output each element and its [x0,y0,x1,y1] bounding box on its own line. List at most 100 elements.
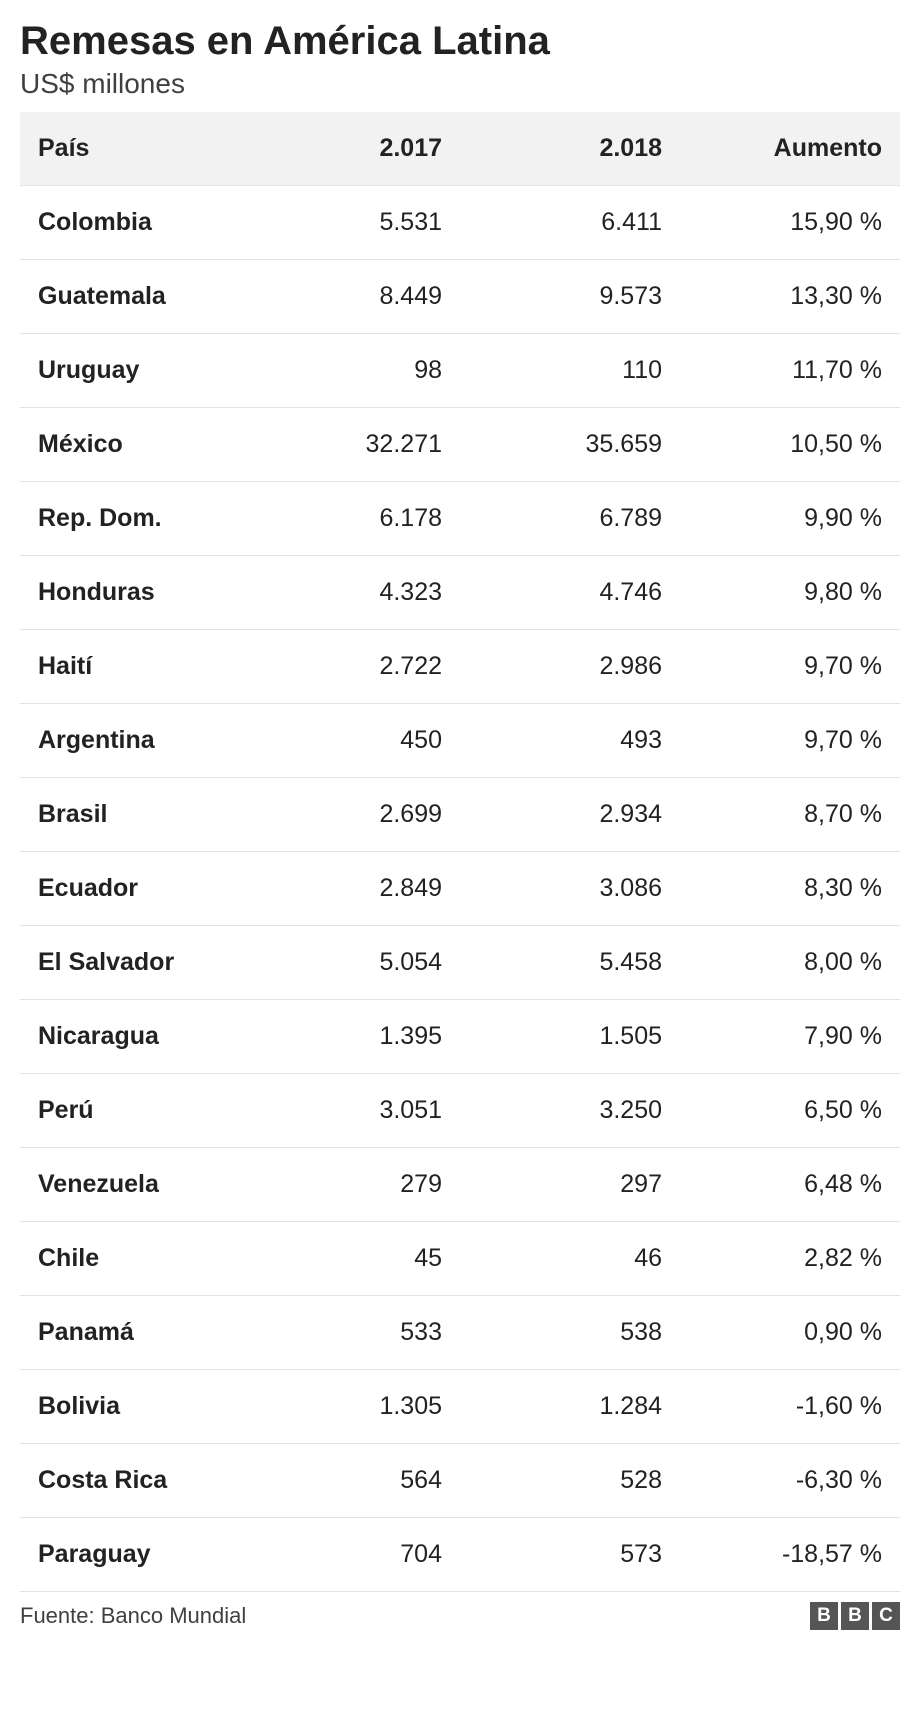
page-title: Remesas en América Latina [20,18,900,64]
table-row: Panamá5335380,90 % [20,1296,900,1370]
cell-value: 6,50 % [680,1074,900,1148]
table-row: Chile45462,82 % [20,1222,900,1296]
bbc-logo-letter: B [810,1602,838,1630]
bbc-logo-letter: C [872,1602,900,1630]
cell-value: 1.395 [240,1000,460,1074]
cell-value: 4.323 [240,556,460,630]
cell-value: 3.086 [460,852,680,926]
cell-country: Perú [20,1074,240,1148]
table-row: Nicaragua1.3951.5057,90 % [20,1000,900,1074]
bbc-logo-letter: B [841,1602,869,1630]
table-row: Argentina4504939,70 % [20,704,900,778]
col-header-country: País [20,112,240,186]
cell-value: 11,70 % [680,334,900,408]
cell-country: Rep. Dom. [20,482,240,556]
cell-country: Panamá [20,1296,240,1370]
page-subtitle: US$ millones [20,68,900,100]
cell-country: Ecuador [20,852,240,926]
cell-value: 450 [240,704,460,778]
cell-value: 6.411 [460,186,680,260]
cell-country: Bolivia [20,1370,240,1444]
col-header-2018: 2.018 [460,112,680,186]
cell-value: -6,30 % [680,1444,900,1518]
cell-value: 8,70 % [680,778,900,852]
cell-country: Chile [20,1222,240,1296]
cell-value: 0,90 % [680,1296,900,1370]
table-row: Uruguay9811011,70 % [20,334,900,408]
col-header-increase: Aumento [680,112,900,186]
cell-value: 9,70 % [680,704,900,778]
cell-value: 15,90 % [680,186,900,260]
cell-country: Costa Rica [20,1444,240,1518]
cell-value: 9,90 % [680,482,900,556]
cell-value: -18,57 % [680,1518,900,1592]
cell-value: 110 [460,334,680,408]
cell-value: 564 [240,1444,460,1518]
cell-value: 2.699 [240,778,460,852]
cell-value: 2.986 [460,630,680,704]
cell-value: 573 [460,1518,680,1592]
cell-country: México [20,408,240,482]
cell-value: 3.250 [460,1074,680,1148]
cell-value: 32.271 [240,408,460,482]
cell-value: 8.449 [240,260,460,334]
cell-value: 3.051 [240,1074,460,1148]
cell-country: Uruguay [20,334,240,408]
cell-value: 4.746 [460,556,680,630]
table-row: Guatemala8.4499.57313,30 % [20,260,900,334]
cell-value: 13,30 % [680,260,900,334]
table-row: Brasil2.6992.9348,70 % [20,778,900,852]
cell-value: 2,82 % [680,1222,900,1296]
table-row: Venezuela2792976,48 % [20,1148,900,1222]
remittances-table: País 2.017 2.018 Aumento Colombia5.5316.… [20,112,900,1592]
table-row: Honduras4.3234.7469,80 % [20,556,900,630]
table-row: El Salvador5.0545.4588,00 % [20,926,900,1000]
table-row: Colombia5.5316.41115,90 % [20,186,900,260]
cell-value: 35.659 [460,408,680,482]
cell-value: 1.505 [460,1000,680,1074]
table-row: México32.27135.65910,50 % [20,408,900,482]
cell-value: 1.305 [240,1370,460,1444]
cell-value: 7,90 % [680,1000,900,1074]
cell-value: 5.054 [240,926,460,1000]
cell-value: 98 [240,334,460,408]
cell-value: 279 [240,1148,460,1222]
cell-value: 704 [240,1518,460,1592]
cell-value: 8,00 % [680,926,900,1000]
table-row: Bolivia1.3051.284-1,60 % [20,1370,900,1444]
cell-country: Colombia [20,186,240,260]
table-row: Rep. Dom.6.1786.7899,90 % [20,482,900,556]
table-row: Ecuador2.8493.0868,30 % [20,852,900,926]
cell-value: 493 [460,704,680,778]
cell-country: Guatemala [20,260,240,334]
cell-value: 6.789 [460,482,680,556]
table-row: Perú3.0513.2506,50 % [20,1074,900,1148]
footer: Fuente: Banco Mundial B B C [20,1602,900,1630]
cell-value: 297 [460,1148,680,1222]
cell-country: Nicaragua [20,1000,240,1074]
cell-country: Paraguay [20,1518,240,1592]
cell-value: 6,48 % [680,1148,900,1222]
cell-country: Argentina [20,704,240,778]
cell-value: 538 [460,1296,680,1370]
source-label: Fuente: Banco Mundial [20,1603,246,1629]
bbc-logo: B B C [810,1602,900,1630]
cell-country: Haití [20,630,240,704]
table-header-row: País 2.017 2.018 Aumento [20,112,900,186]
cell-value: 9,80 % [680,556,900,630]
cell-value: 9.573 [460,260,680,334]
cell-country: El Salvador [20,926,240,1000]
cell-value: 5.458 [460,926,680,1000]
cell-value: -1,60 % [680,1370,900,1444]
cell-value: 2.934 [460,778,680,852]
cell-value: 2.849 [240,852,460,926]
cell-value: 2.722 [240,630,460,704]
cell-value: 5.531 [240,186,460,260]
cell-value: 9,70 % [680,630,900,704]
table-row: Paraguay704573-18,57 % [20,1518,900,1592]
cell-value: 528 [460,1444,680,1518]
cell-country: Brasil [20,778,240,852]
cell-value: 10,50 % [680,408,900,482]
col-header-2017: 2.017 [240,112,460,186]
cell-value: 45 [240,1222,460,1296]
